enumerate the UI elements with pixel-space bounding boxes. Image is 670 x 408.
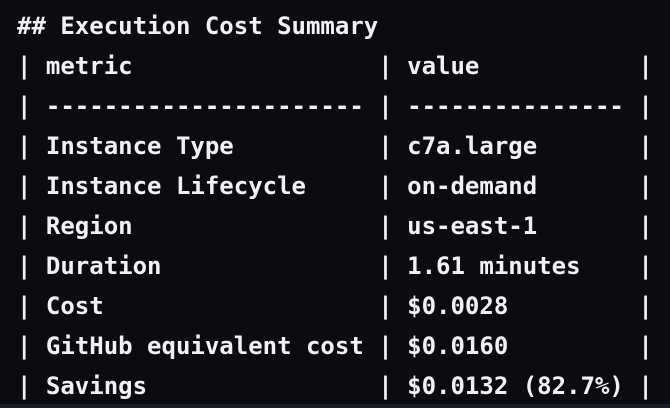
cost-summary-table: | metric | value | | --------------------… [17,46,670,406]
table-row-0: | Instance Type | c7a.large | [17,132,653,160]
table-row-5: | GitHub equivalent cost | $0.0160 | [17,332,653,360]
report-title: ## Execution Cost Summary [17,12,379,40]
table-separator-row: | ---------------------- | -------------… [17,92,653,120]
table-row-4: | Cost | $0.0028 | [17,292,653,320]
table-row-6: | Savings | $0.0132 (82.7%) | [17,372,653,400]
table-row-1: | Instance Lifecycle | on-demand | [17,172,653,200]
terminal-bottom-edge [0,404,670,408]
table-row-3: | Duration | 1.61 minutes | [17,252,653,280]
table-header-row: | metric | value | [17,52,653,80]
table-row-2: | Region | us-east-1 | [17,212,653,240]
